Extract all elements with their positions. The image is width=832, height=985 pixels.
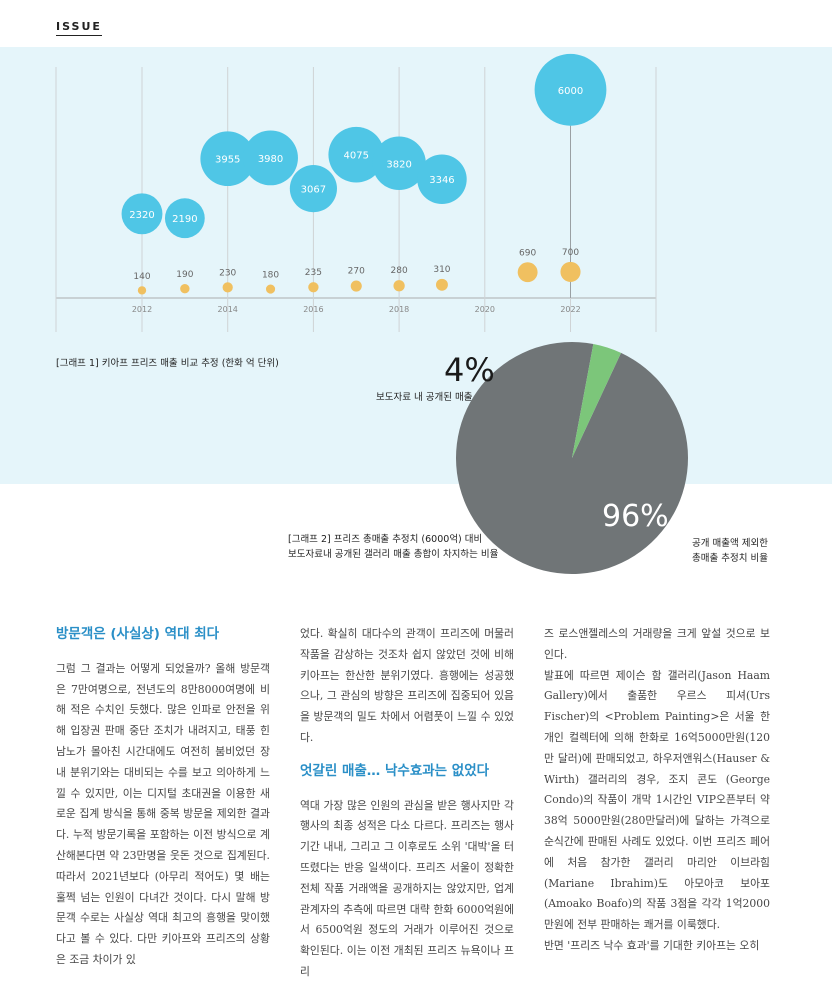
small-bubble [517,262,538,283]
x-tick-label: 2014 [218,305,238,314]
small-bubble-value-label: 180 [262,270,279,280]
pie-slice-large-percent: 96% [602,499,669,534]
bubble [243,130,298,186]
small-bubble [350,280,362,292]
bubble-value-label: 3346 [429,175,454,186]
small-bubble [393,280,405,292]
bubble-value-label: 2190 [172,214,197,225]
small-bubble-value-label: 235 [305,268,322,278]
paragraph: 즈 로스앤젤레스의 거래량을 크게 앞설 것으로 보인다. [544,627,770,661]
section-label: ISSUE [56,20,102,36]
small-bubble [137,286,147,295]
small-bubble [560,261,581,282]
chart2-caption-line2: 보도자료내 공개된 갤러리 매출 총합이 차지하는 비율 [288,549,499,560]
small-bubble-value-label: 310 [433,265,450,275]
article-column-1: 방문객은 (사실상) 역대 최다 그럼 그 결과는 어떻게 되었을까? 올해 방… [56,624,270,971]
small-bubble-value-label: 280 [391,266,408,276]
small-bubble-value-label: 690 [519,248,536,258]
small-bubble [435,278,448,291]
paragraph: 역대 가장 많은 인원의 관심을 받은 행사지만 각 행사의 최종 성적은 다소… [300,798,514,978]
chart-panel-background [0,47,832,484]
small-bubble-value-label: 140 [133,272,150,282]
bubble [534,53,607,126]
x-tick-label: 2012 [132,305,152,314]
section-heading: 엇갈린 매출… 낙수효과는 없었다 [300,762,490,779]
chart2-caption: [그래프 2] 프리즈 총매출 추정치 (6000억) 대비 보도자료내 공개된… [288,532,498,562]
bubble-chart: 2012 2014 2016 2018 2020 2022 2320 2190 3955 3980… [55,53,657,332]
small-bubble-value-label: 190 [176,270,193,280]
bubble-value-label: 2320 [129,210,154,221]
bubble [289,165,337,213]
bubble [164,198,205,239]
x-tick-label: 2018 [389,305,409,314]
bubble-value-label: 4075 [344,151,369,162]
bubble [200,131,256,187]
bubble-value-label: 3955 [215,155,240,166]
paragraph: 그럼 그 결과는 어떻게 되었을까? 올해 방문객은 7만여명으로, 전년도의 … [56,661,270,966]
pie-chart: 4% 96% [444,341,689,574]
pie-slice-label-small: 보도자료 내 공개된 매출 [376,392,473,403]
pie-slice-label-large-line1: 공개 매출액 제외한 [692,538,768,549]
pie-slice-label-large: 공개 매출액 제외한 총매출 추정치 비율 [672,536,768,566]
small-bubble-value-label: 230 [219,268,236,278]
small-bubble [308,282,319,293]
paragraph: 었다. 확실히 대다수의 관객이 프리즈에 머물러 작품을 감상하는 것조차 쉽… [300,627,514,744]
x-tick-label: 2020 [475,305,495,314]
pie-slice-small-percent: 4% [444,351,495,389]
paragraph: 발표에 따르면 제이슨 함 갤러리(Jason Haam Gallery)에서 … [544,668,770,932]
x-tick-label: 2016 [303,305,323,314]
section-heading: 방문객은 (사실상) 역대 최다 [56,626,220,642]
bubble-value-label: 3820 [386,159,411,170]
article-column-2: 었다. 확실히 대다수의 관객이 프리즈에 머물러 작품을 감상하는 것조차 쉽… [300,624,514,983]
x-tick-label: 2022 [560,305,580,314]
pie-slice-large [456,341,689,574]
bubble-value-label: 3980 [258,154,283,165]
chart1-caption: [그래프 1] 키아프 프리즈 매출 비교 추정 (한화 억 단위) [56,358,279,369]
small-bubble [265,284,276,294]
bubble-value-label: 6000 [558,86,583,97]
bubble [328,126,385,183]
small-bubble-value-label: 270 [348,267,365,277]
small-bubble-value-label: 700 [562,248,579,258]
bubble [372,136,426,191]
small-bubble [222,282,233,293]
pie-slice-small [572,343,622,458]
article-column-3: 즈 로스앤젤레스의 거래량을 크게 앞설 것으로 보인다. 발표에 따르면 제이… [544,624,770,957]
chart2-caption-line1: [그래프 2] 프리즈 총매출 추정치 (6000억) 대비 [288,534,483,545]
bubble-value-label: 3067 [301,185,326,196]
pie-slice-label-large-line2: 총매출 추정치 비율 [692,553,768,564]
small-bubble [180,284,190,294]
bubble [121,193,163,235]
paragraph: 반면 '프리즈 낙수 효과'를 기대한 키아프는 오히 [544,938,760,952]
bubble [417,154,467,204]
